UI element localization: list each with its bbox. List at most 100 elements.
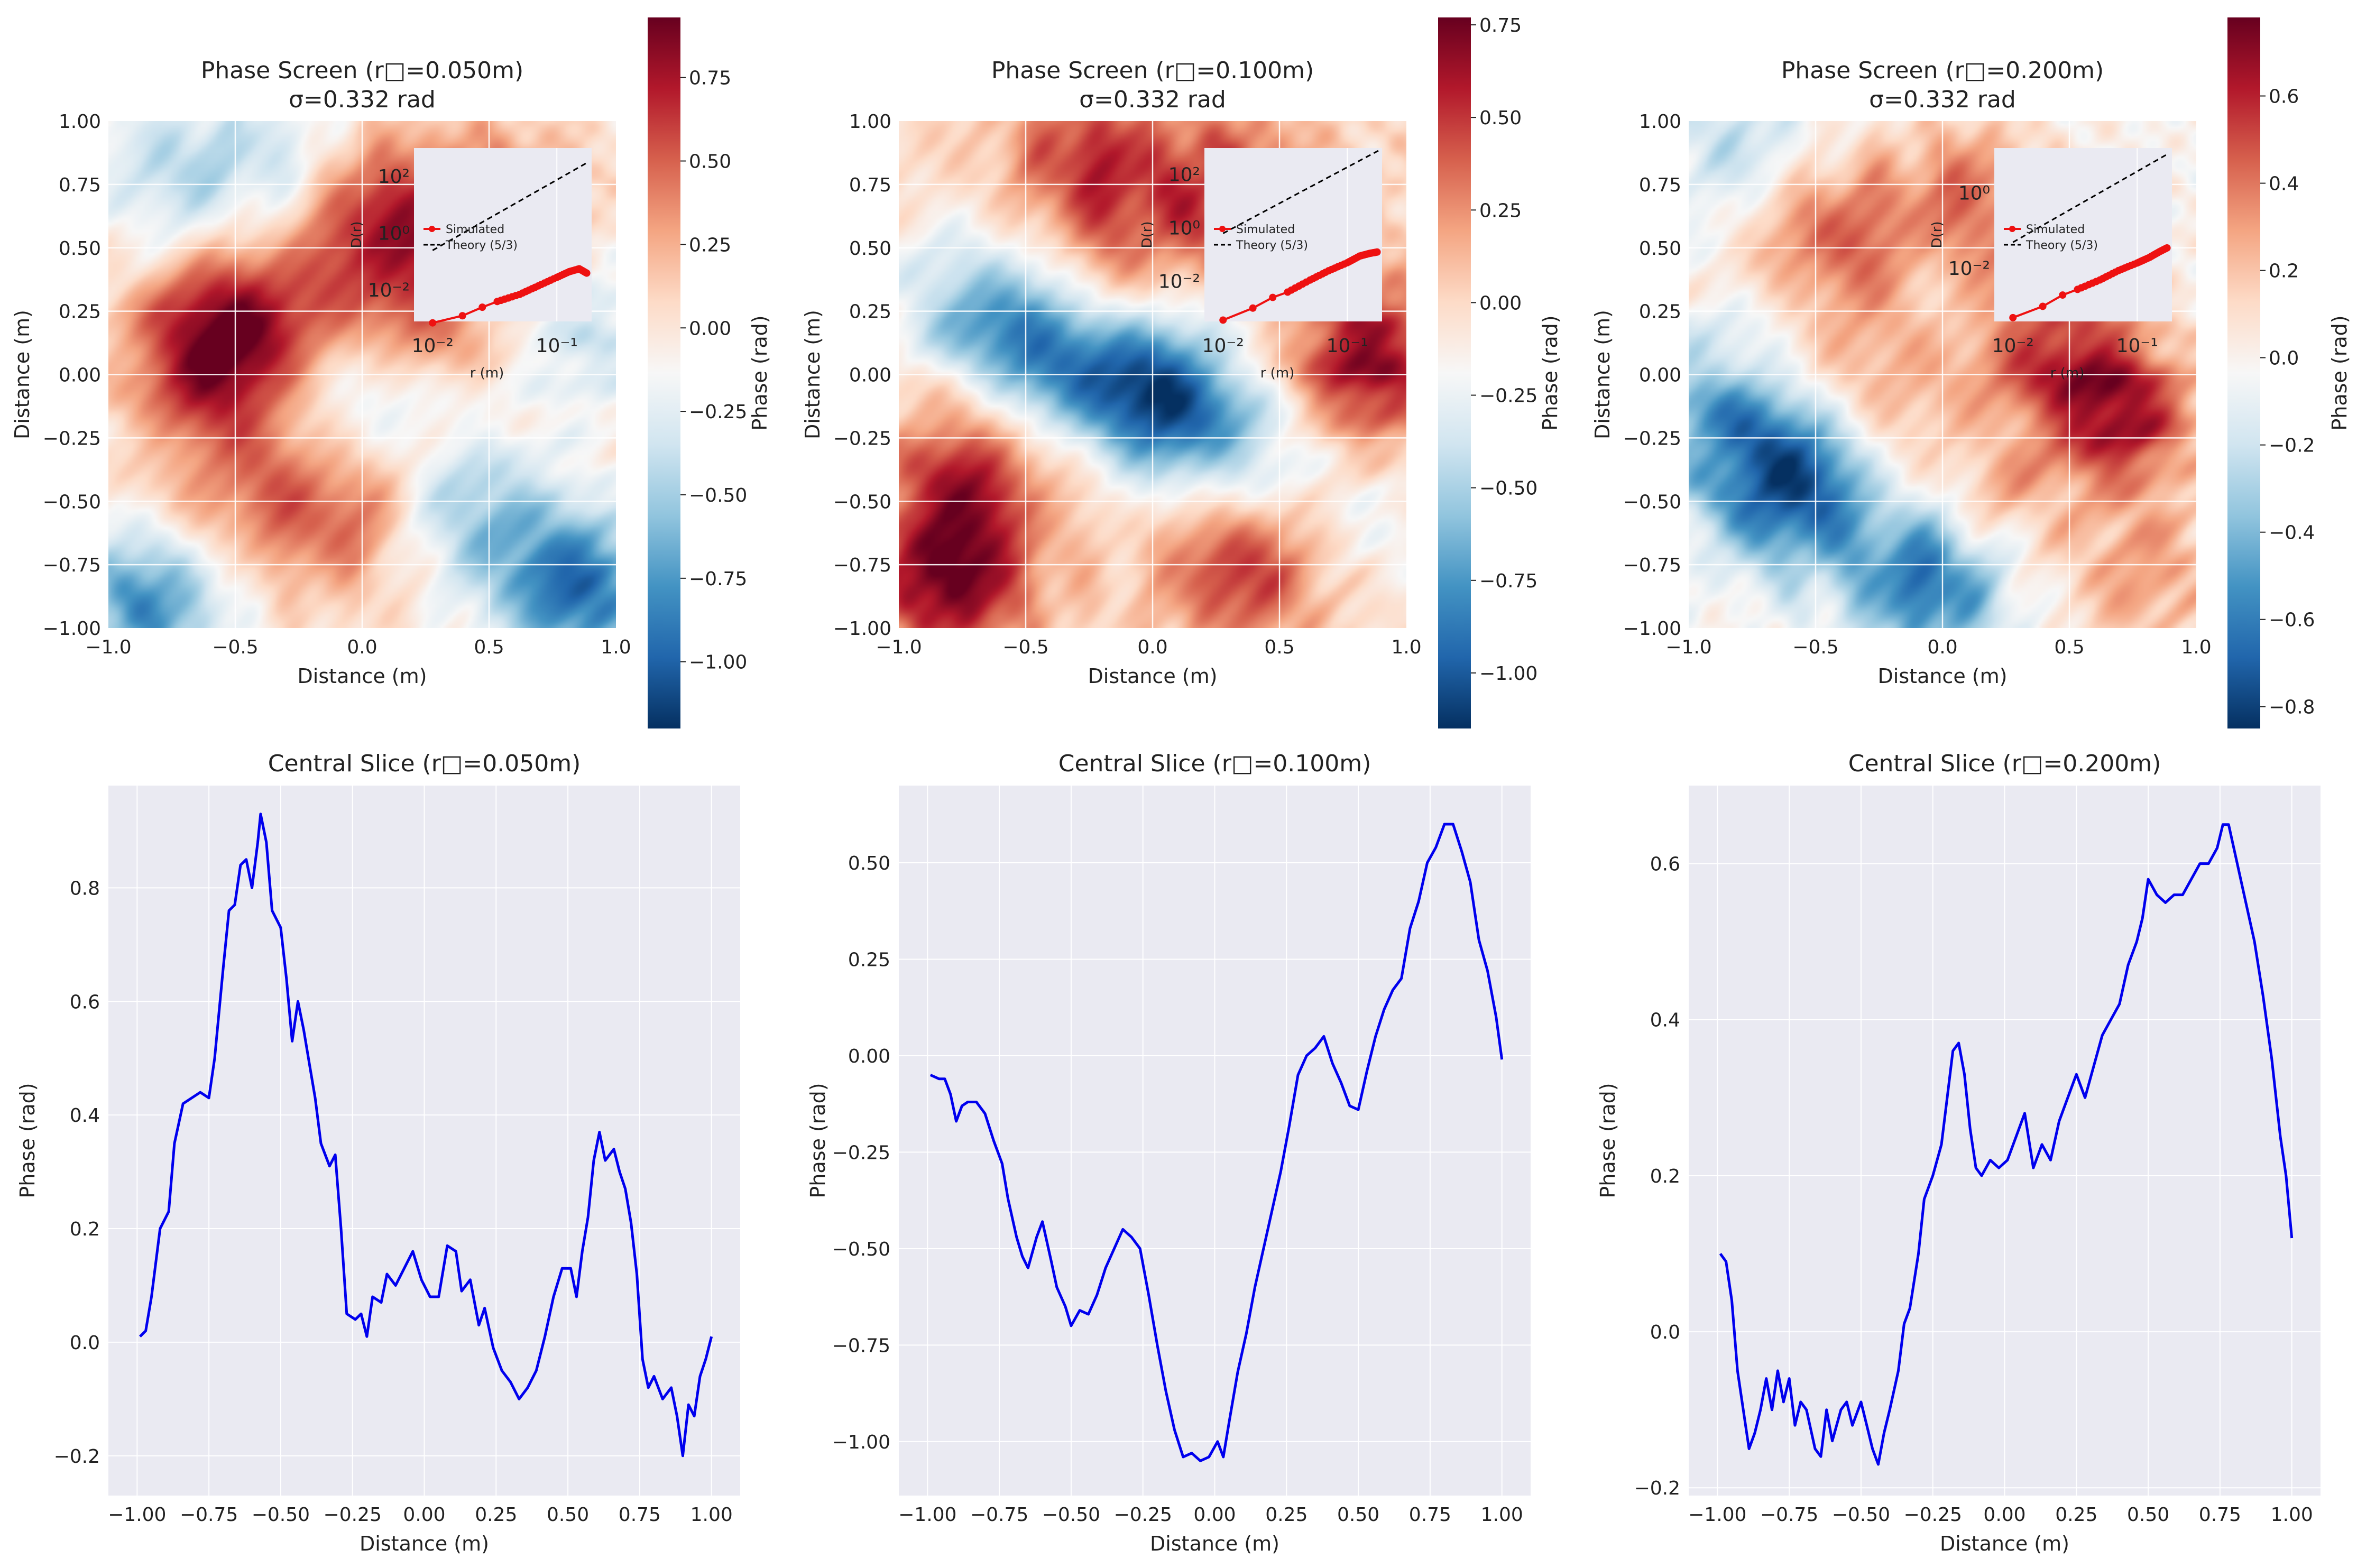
y-tick-label: 0.50 [1639,238,1681,260]
inset-y-tick-label: 10⁻² [1948,258,1990,280]
inset-x-tick-label: 10⁻² [412,335,454,357]
y-tick-label: 0.50 [848,853,890,874]
heatmap-panel-1: −1.0 −0.5 0.0 0.5 1.0 1.00 0.75 0.50 0.25 0.00 −0.… [11,17,771,728]
x-tick-label: −0.50 [252,1504,310,1526]
colorbar-tick-label: −0.50 [689,485,747,506]
colorbar-tick-label: 0.75 [689,68,731,89]
x-tick-label: 0.75 [2199,1504,2241,1526]
legend-simulated-marker [429,226,435,232]
y-axis-label: Distance (m) [1591,310,1614,439]
inset-y-axis-label: D(r) [1139,222,1155,248]
colorbar-tick-label: 0.2 [2269,261,2299,282]
x-tick-label: −1.00 [898,1504,956,1526]
colorbar-tick-label: 0.0 [2269,348,2299,370]
panel-title: Phase Screen (r□=0.200m) [1781,57,2104,84]
y-tick-label: 0.50 [849,238,891,260]
colorbar-tick-label: −0.25 [1479,385,1537,407]
x-tick-label: 0.5 [2054,637,2084,658]
x-tick-label: 0.00 [1983,1504,2025,1526]
y-tick-label: 0.25 [1639,301,1681,323]
simulated-point [478,303,486,311]
x-tick-label: −0.75 [180,1504,238,1526]
phase-slice-line [1719,823,2294,1466]
phase-slice-line [139,813,713,1458]
y-tick-label: −1.00 [832,1432,890,1453]
x-tick-label: 0.0 [347,637,377,658]
x-tick-label: −1.0 [85,637,131,658]
x-tick-label: 0.50 [1337,1504,1379,1526]
colorbar-label: Phase (rad) [2328,315,2351,430]
colorbar-tick-label: 0.00 [1479,292,1522,314]
simulated-point [583,269,591,277]
y-tick-label: 0.6 [1650,854,1680,875]
simulated-point [2039,302,2047,310]
panel-title: Central Slice (r□=0.050m) [268,750,581,777]
colorbar-bar [2227,17,2260,728]
simulated-point [2009,313,2017,321]
x-tick-label: 0.25 [1265,1504,1308,1526]
inset-y-tick-label: 10⁰ [1168,217,1200,239]
heatmap-panel-3: −1.0 −0.5 0.0 0.5 1.0 1.00 0.75 0.50 0.25 0.00 −0.… [1591,17,2351,728]
x-tick-label: −0.75 [970,1504,1028,1526]
y-tick-label: −0.75 [1623,555,1681,576]
y-tick-label: 0.4 [70,1105,100,1127]
legend-simulated-marker [2009,226,2015,232]
y-tick-label: 0.00 [59,365,101,386]
x-tick-label: 0.75 [1409,1504,1451,1526]
colorbar-tick-label: −1.00 [689,652,747,674]
y-tick-label: −0.50 [832,1239,890,1260]
y-axis-label: Distance (m) [11,310,34,439]
x-axis-label: Distance (m) [1088,665,1218,688]
inset-y-axis-label: D(r) [349,222,365,248]
simulated-point [2059,291,2067,299]
y-tick-label: 0.75 [1639,174,1681,196]
colorbar-tick-label: −0.4 [2269,522,2315,544]
slice-panel-1: −1.00 −0.75 −0.50 −0.25 0.00 0.25 0.50 0.75 1.00… [16,750,740,1555]
y-tick-label: −0.25 [833,428,891,449]
legend-simulated-marker [1219,226,1226,232]
x-tick-label: −1.0 [1665,637,1711,658]
theory-line [1222,150,1379,234]
y-tick-label: −0.2 [1634,1478,1680,1499]
legend-theory-label: Theory (5/3) [2025,239,2098,252]
x-tick-label: 0.5 [474,637,504,658]
panel-subtitle: σ=0.332 rad [289,86,436,113]
y-tick-label: −0.25 [1623,428,1681,449]
x-tick-label: 0.0 [1927,637,1957,658]
x-tick-label: −0.5 [1002,637,1048,658]
inset-y-axis-label: D(r) [1929,222,1945,248]
x-tick-label: 0.75 [619,1504,661,1526]
y-tick-label: −0.25 [832,1142,890,1164]
x-tick-label: 0.50 [547,1504,589,1526]
x-axis-label: Distance (m) [1150,1532,1279,1555]
colorbar-tick-label: 0.25 [1479,200,1522,222]
x-tick-label: −1.00 [108,1504,166,1526]
simulated-point [1269,293,1277,301]
y-tick-label: 1.00 [1639,111,1681,133]
x-tick-label: −0.50 [1832,1504,1890,1526]
x-tick-label: −1.00 [1688,1504,1746,1526]
colorbar-tick-label: 0.75 [1479,15,1522,36]
colorbar-tick-label: 0.6 [2269,86,2299,108]
colorbar-tick-label: −0.2 [2269,435,2315,457]
simulated-point [1219,316,1227,324]
x-tick-label: 0.25 [475,1504,517,1526]
inset-x-axis-label: r (m) [2050,365,2085,381]
inset-x-tick-label: 10⁻¹ [536,335,578,357]
colorbar-label: Phase (rad) [748,315,771,430]
y-tick-label: 0.2 [1650,1166,1680,1187]
y-tick-label: 0.00 [849,365,891,386]
legend-simulated-label: Simulated [2026,223,2085,236]
y-axis-label: Phase (rad) [16,1083,39,1198]
x-tick-label: 0.0 [1137,637,1167,658]
x-tick-label: 0.25 [2055,1504,2097,1526]
panel-title: Phase Screen (r□=0.050m) [201,57,523,84]
y-axis-label: Phase (rad) [1596,1083,1619,1198]
colorbar: 0.6 0.4 0.2 0.0 −0.2 −0.4 −0.6 −0.8 Phase (rad) [2227,17,2351,728]
inset-x-axis-label: r (m) [470,365,504,381]
colorbar-tick-label: 0.50 [689,151,731,173]
x-tick-label: −0.5 [1792,637,1838,658]
y-axis-label: Phase (rad) [806,1083,830,1198]
legend-simulated-label: Simulated [1236,223,1295,236]
y-tick-label: −1.00 [43,618,101,640]
